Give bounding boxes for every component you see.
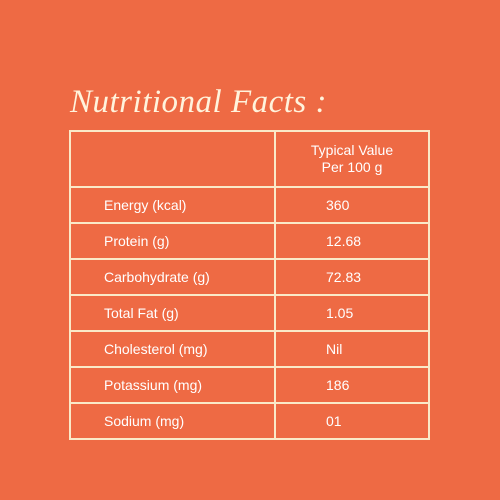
nutrient-name: Energy (kcal): [69, 186, 276, 224]
table-row-total-fat: Total Fat (g) 1.05: [69, 294, 430, 332]
table-row-protein: Protein (g) 12.68: [69, 222, 430, 260]
nutrient-name: Total Fat (g): [69, 294, 276, 332]
header-empty-cell: [69, 130, 276, 188]
table-row-carbohydrate: Carbohydrate (g) 72.83: [69, 258, 430, 296]
nutrient-value: 01: [274, 402, 430, 440]
header-line-1: Typical Value: [310, 142, 394, 158]
nutrient-value: 12.68: [274, 222, 430, 260]
nutrient-value: Nil: [274, 330, 430, 368]
nutrient-value: 186: [274, 366, 430, 404]
table-row-cholesterol: Cholesterol (mg) Nil: [69, 330, 430, 368]
nutrient-name: Sodium (mg): [69, 402, 276, 440]
table-row-energy: Energy (kcal) 360: [69, 186, 430, 224]
table-row-sodium: Sodium (mg) 01: [69, 402, 430, 440]
nutrient-name: Potassium (mg): [69, 366, 276, 404]
nutrient-name: Protein (g): [69, 222, 276, 260]
nutrient-name: Carbohydrate (g): [69, 258, 276, 296]
header-line-2: Per 100 g: [321, 159, 383, 175]
nutrition-table: Typical Value Per 100 g Energy (kcal) 36…: [69, 130, 430, 440]
page-title: Nutritional Facts :: [70, 84, 327, 120]
nutrient-value: 1.05: [274, 294, 430, 332]
header-value-cell: Typical Value Per 100 g: [274, 130, 430, 188]
table-header-row: Typical Value Per 100 g: [69, 130, 430, 188]
nutrient-value: 360: [274, 186, 430, 224]
table-row-potassium: Potassium (mg) 186: [69, 366, 430, 404]
nutrient-value: 72.83: [274, 258, 430, 296]
nutrient-name: Cholesterol (mg): [69, 330, 276, 368]
